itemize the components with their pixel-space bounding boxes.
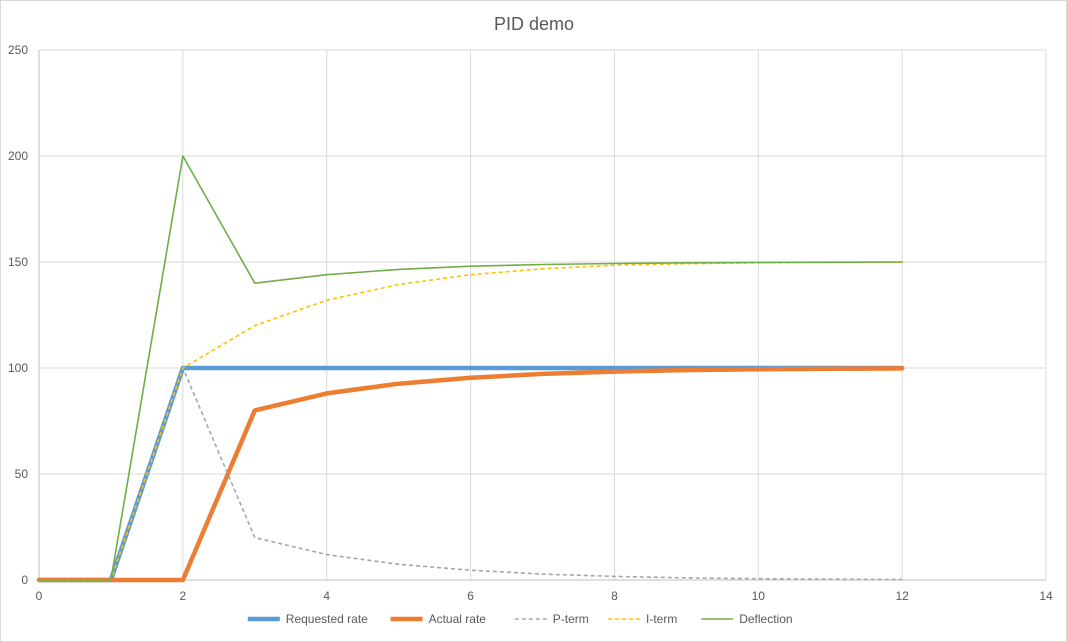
grid	[38, 49, 1047, 581]
x-tick-label: 6	[467, 589, 474, 603]
legend-label: Actual rate	[429, 612, 487, 626]
x-tick-label: 4	[323, 589, 330, 603]
x-tick-label: 14	[1039, 589, 1053, 603]
legend-label: Requested rate	[286, 612, 368, 626]
x-tick-label: 8	[611, 589, 618, 603]
series-line-actual-rate	[36, 366, 905, 583]
series-line-deflection	[38, 155, 903, 581]
y-tick-label: 250	[8, 43, 28, 57]
legend-item: Requested rate	[247, 612, 368, 626]
x-tick-label: 12	[895, 589, 909, 603]
legend-label: Deflection	[739, 612, 792, 626]
x-tick-label: 0	[36, 589, 43, 603]
legend-item: I-term	[608, 612, 677, 626]
chart-title: PID demo	[494, 14, 574, 34]
x-tick-label: 2	[180, 589, 187, 603]
x-tick-label: 10	[752, 589, 766, 603]
y-tick-label: 200	[8, 149, 28, 163]
legend-item: Actual rate	[390, 612, 487, 626]
y-tick-label: 0	[21, 573, 28, 587]
y-tick-label: 100	[8, 361, 28, 375]
legend-label: I-term	[646, 612, 677, 626]
y-tick-label: 150	[8, 255, 28, 269]
legend-item: Deflection	[701, 612, 793, 626]
series-group	[36, 155, 905, 583]
legend-item: P-term	[514, 612, 589, 626]
y-tick-label: 50	[15, 467, 29, 481]
legend: Requested rate Actual rate P-term I-term Def…	[247, 612, 793, 626]
axes: 0 50 100 150 200 250 0 2 4 6 8 10 12 14	[8, 43, 1053, 603]
legend-label: P-term	[553, 612, 589, 626]
